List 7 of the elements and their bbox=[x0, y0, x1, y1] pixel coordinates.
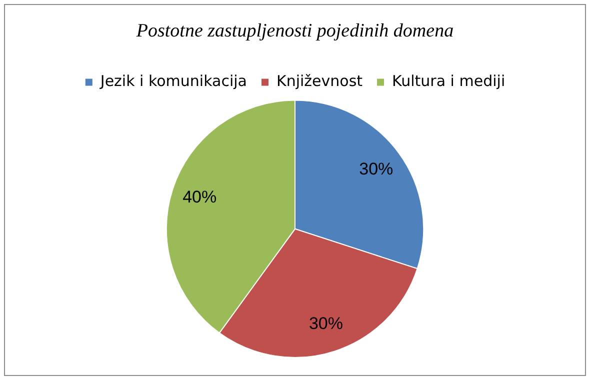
data-label: 40% bbox=[182, 188, 217, 207]
legend-label: Književnost bbox=[276, 72, 363, 90]
data-label: 30% bbox=[308, 314, 344, 333]
legend-label: Jezik i komunikacija bbox=[99, 72, 248, 90]
legend-label: Kultura i mediji bbox=[392, 72, 506, 90]
chart-title: Postotne zastupljenosti pojedinih domena bbox=[135, 20, 454, 42]
data-label: 30% bbox=[359, 160, 394, 179]
